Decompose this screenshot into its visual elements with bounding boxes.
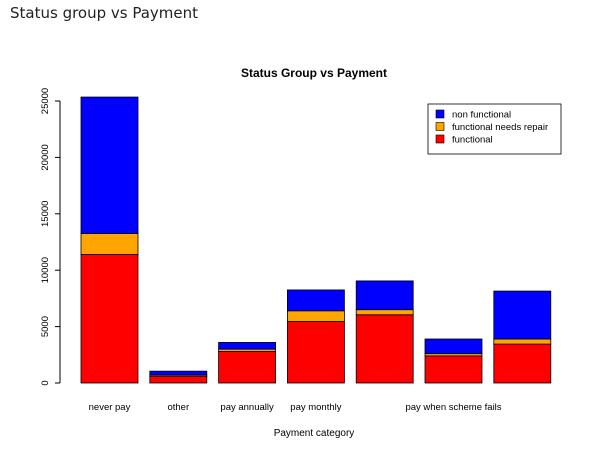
x-tick-label: never pay bbox=[89, 402, 131, 413]
bar-functional-pay-per-bucket bbox=[424, 355, 483, 384]
bar-functional-needs-repair-never-pay bbox=[80, 233, 139, 255]
bar-non-functional-pay-monthly bbox=[286, 289, 345, 312]
bar-functional-pay-annually bbox=[218, 351, 277, 384]
bar-non-functional-pay-annually bbox=[218, 341, 277, 350]
x-tick-labels: never pay other pay annually pay monthly pay… bbox=[89, 402, 502, 413]
legend-label: functional needs repair bbox=[452, 122, 548, 133]
x-tick-label: pay when scheme fails bbox=[405, 402, 501, 413]
x-tick-label: other bbox=[167, 402, 189, 413]
legend-label: non functional bbox=[452, 110, 511, 121]
bar-functional-other bbox=[149, 375, 208, 384]
y-axis: 0 5000 10000 15000 20000 25000 bbox=[40, 88, 61, 386]
bar-non-functional-unknown bbox=[493, 290, 552, 340]
x-tick-label: pay annually bbox=[220, 402, 274, 413]
bar-non-functional-other bbox=[149, 370, 208, 376]
legend-box bbox=[427, 103, 562, 155]
bar-functional-needs-repair-pay-on-failure bbox=[355, 309, 414, 316]
y-tick-label: 10000 bbox=[40, 257, 51, 283]
x-axis-title: Payment category bbox=[274, 428, 355, 439]
bar-functional-needs-repair-unknown bbox=[493, 338, 552, 345]
bar-functional-pay-monthly bbox=[286, 321, 345, 384]
y-tick-label: 25000 bbox=[40, 88, 51, 114]
legend-swatch-non-functional bbox=[435, 109, 445, 119]
y-tick-label: 20000 bbox=[40, 144, 51, 170]
chart-title: Status Group vs Payment bbox=[241, 66, 387, 80]
bar-non-functional-pay-per-bucket bbox=[424, 338, 483, 355]
bar-functional-needs-repair-pay-monthly bbox=[286, 310, 345, 322]
y-tick-label: 15000 bbox=[40, 201, 51, 227]
bar-functional-never-pay bbox=[80, 254, 139, 384]
bars-group bbox=[80, 96, 552, 384]
legend-swatch-functional bbox=[435, 134, 445, 144]
bar-non-functional-never-pay bbox=[80, 96, 139, 234]
bar-functional-pay-on-failure bbox=[355, 314, 414, 384]
y-tick-label: 0 bbox=[40, 380, 51, 385]
bar-non-functional-pay-on-failure bbox=[355, 280, 414, 311]
bar-functional-unknown bbox=[493, 343, 552, 384]
legend-label: functional bbox=[452, 135, 493, 146]
page-heading: Status group vs Payment bbox=[10, 4, 199, 22]
y-tick-label: 5000 bbox=[40, 316, 51, 337]
legend-swatch-functional-needs-repair bbox=[435, 122, 445, 131]
x-tick-label: pay monthly bbox=[290, 402, 341, 413]
